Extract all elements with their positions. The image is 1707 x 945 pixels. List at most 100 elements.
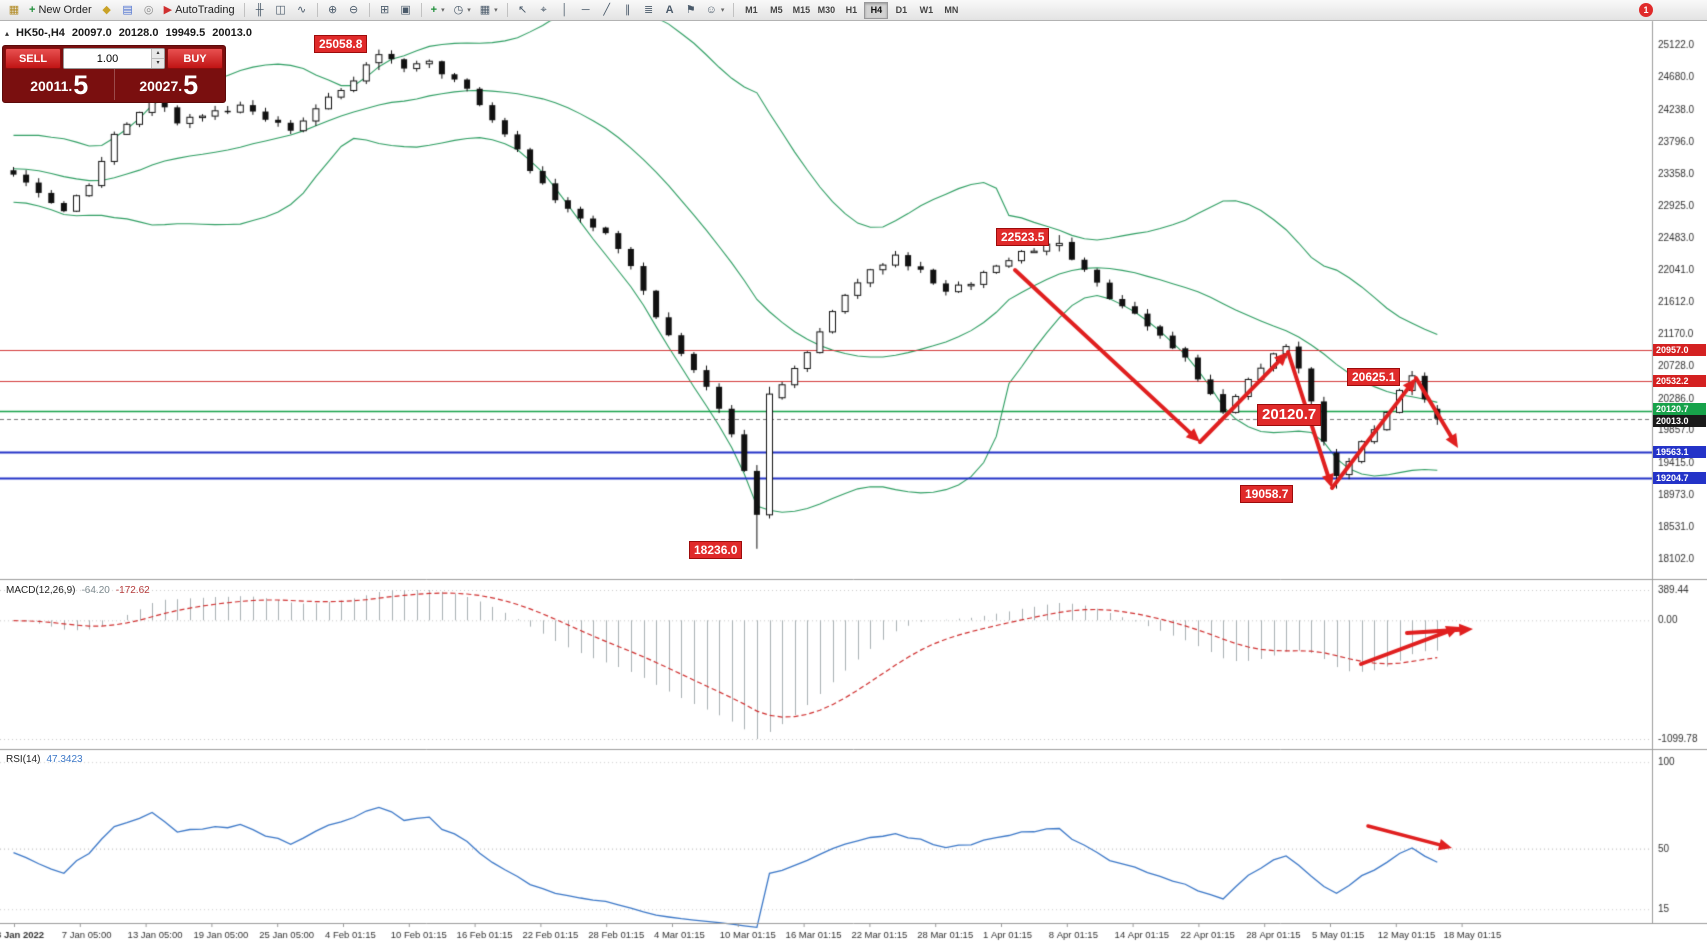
chart-header: ▴ HK50-,H4 20097.0 20128.0 19949.5 20013… <box>5 27 252 39</box>
chevron-down-icon: ▾ <box>441 7 445 14</box>
line-chart-icon: ∿ <box>297 3 307 16</box>
sell-price-display: 20011. 5 <box>5 69 115 100</box>
indicators-icon: + <box>430 3 438 16</box>
macd-label: MACD(12,26,9) -64.20 -172.62 <box>6 585 150 596</box>
indicators-button[interactable]: + ▾ <box>427 1 449 19</box>
axis-price-tag: 20532.2 <box>1653 374 1706 387</box>
text-label-button[interactable]: ⚑ <box>681 1 701 19</box>
fibonacci-icon: ≣ <box>644 3 654 16</box>
market-icon: ▤ <box>122 3 133 16</box>
trendline-icon: ╱ <box>603 3 610 16</box>
bar-chart-icon: ╫ <box>255 3 264 16</box>
text-button[interactable]: A <box>660 1 680 19</box>
cursor-icon: ↖ <box>518 3 528 16</box>
price-callout: 20625.1 <box>1347 368 1401 387</box>
vertical-line-icon: │ <box>561 3 569 16</box>
metaeditor-button[interactable]: ◆ <box>97 1 117 19</box>
autotrading-icon: ▶ <box>163 3 173 16</box>
price-callout: 22523.5 <box>996 228 1050 247</box>
axis-price-tag: 20957.0 <box>1653 343 1706 356</box>
new-chart-button[interactable]: ▦ <box>4 1 24 19</box>
macd-name: MACD(12,26,9) <box>6 585 76 596</box>
one-click-toggle[interactable]: ▴ <box>5 28 10 38</box>
ohlc-close: 20013.0 <box>212 27 252 39</box>
axis-price-tag: 19204.7 <box>1653 471 1706 484</box>
timeframe-m15[interactable]: M15 <box>792 5 811 15</box>
vertical-line-button[interactable]: │ <box>555 1 575 19</box>
tile-windows-button[interactable]: ⊞ <box>375 1 395 19</box>
toolbar-separator <box>316 3 318 17</box>
price-callout: 25058.8 <box>314 35 368 54</box>
cursor-button[interactable]: ↖ <box>513 1 533 19</box>
zoom-out-button[interactable]: ⊖ <box>344 1 364 19</box>
price-callout: 18236.0 <box>689 541 743 560</box>
symbol-period-label: HK50-,H4 <box>16 27 65 39</box>
chevron-down-icon: ▾ <box>720 7 725 14</box>
volume-input[interactable] <box>64 49 151 68</box>
search-button[interactable]: ◎ <box>139 1 159 19</box>
bar-chart-button[interactable]: ╫ <box>250 1 270 19</box>
axis-price-tag: 20120.7 <box>1653 402 1706 415</box>
objects-button[interactable]: ☺ ▾ <box>702 1 729 19</box>
periods-button[interactable]: ◷ ▾ <box>450 1 475 19</box>
toolbar: ▦ + New Order ◆ ▤ ◎ ▶ AutoTrading ╫ ◫ ∿ … <box>0 0 1707 21</box>
new-order-label: New Order <box>38 4 92 16</box>
flag-icon: ⚑ <box>685 3 696 16</box>
candlestick-chart-button[interactable]: ◫ <box>271 1 291 19</box>
new-chart-icon: ▦ <box>8 3 20 16</box>
crosshair-button[interactable]: ⌖ <box>534 1 554 19</box>
axis-price-tag: 20013.0 <box>1653 414 1706 427</box>
fibonacci-button[interactable]: ≣ <box>639 1 659 19</box>
crosshair-icon: ⌖ <box>540 3 547 16</box>
sell-button[interactable]: SELL <box>5 48 61 69</box>
metaeditor-icon: ◆ <box>102 3 111 16</box>
timeframe-m30[interactable]: M30 <box>817 5 836 15</box>
sell-price-small: 20011. <box>30 78 73 94</box>
objects-icon: ☺ <box>705 3 717 16</box>
trendline-button[interactable]: ╱ <box>597 1 617 19</box>
buy-price-display: 20027. 5 <box>115 69 224 100</box>
ohlc-high: 20128.0 <box>118 27 159 39</box>
line-chart-button[interactable]: ∿ <box>292 1 312 19</box>
channel-button[interactable]: ∥ <box>618 1 638 19</box>
timeframe-d1[interactable]: D1 <box>895 5 908 15</box>
horizontal-line-button[interactable]: ─ <box>576 1 596 19</box>
templates-button[interactable]: ▦ ▾ <box>476 1 502 19</box>
notification-badge[interactable]: 1 <box>1639 3 1653 17</box>
arrange-windows-button[interactable]: ▣ <box>396 1 416 19</box>
timeframe-m5[interactable]: M5 <box>770 5 783 15</box>
spinner-up-icon[interactable]: ▴ <box>152 49 164 59</box>
toolbar-separator <box>243 3 245 17</box>
timeframe-h4[interactable]: H4 <box>864 1 889 19</box>
buy-button[interactable]: BUY <box>167 48 223 69</box>
horizontal-line-icon: ─ <box>581 3 590 16</box>
timeframe-m1[interactable]: M1 <box>745 5 758 15</box>
zoom-in-icon: ⊕ <box>328 3 338 16</box>
timeframe-w1[interactable]: W1 <box>919 5 934 15</box>
template-icon: ▦ <box>479 3 491 16</box>
candlestick-icon: ◫ <box>275 3 286 16</box>
timeframe-mn[interactable]: MN <box>944 5 959 15</box>
toolbar-separator <box>506 3 508 17</box>
new-order-icon: + <box>29 3 36 16</box>
chevron-down-icon: ▾ <box>467 7 471 14</box>
rsi-label: RSI(14) 47.3423 <box>6 754 83 765</box>
rsi-name: RSI(14) <box>6 754 41 765</box>
zoom-in-button[interactable]: ⊕ <box>323 1 343 19</box>
zoom-out-icon: ⊖ <box>349 3 359 16</box>
arrange-windows-icon: ▣ <box>400 3 411 16</box>
autotrading-button[interactable]: ▶ AutoTrading <box>160 1 239 19</box>
volume-spinner: ▴ ▾ <box>151 49 164 68</box>
spinner-down-icon[interactable]: ▾ <box>152 59 164 68</box>
timeframe-h1[interactable]: H1 <box>845 5 858 15</box>
autotrading-label: AutoTrading <box>175 4 235 16</box>
new-order-button[interactable]: + New Order <box>25 1 96 19</box>
market-button[interactable]: ▤ <box>118 1 138 19</box>
ohlc-low: 19949.5 <box>165 27 206 39</box>
axis-price-tag: 19563.1 <box>1653 445 1706 458</box>
sell-price-big-digit: 5 <box>73 70 89 100</box>
toolbar-separator <box>368 3 370 17</box>
clock-icon: ◷ <box>453 3 464 16</box>
